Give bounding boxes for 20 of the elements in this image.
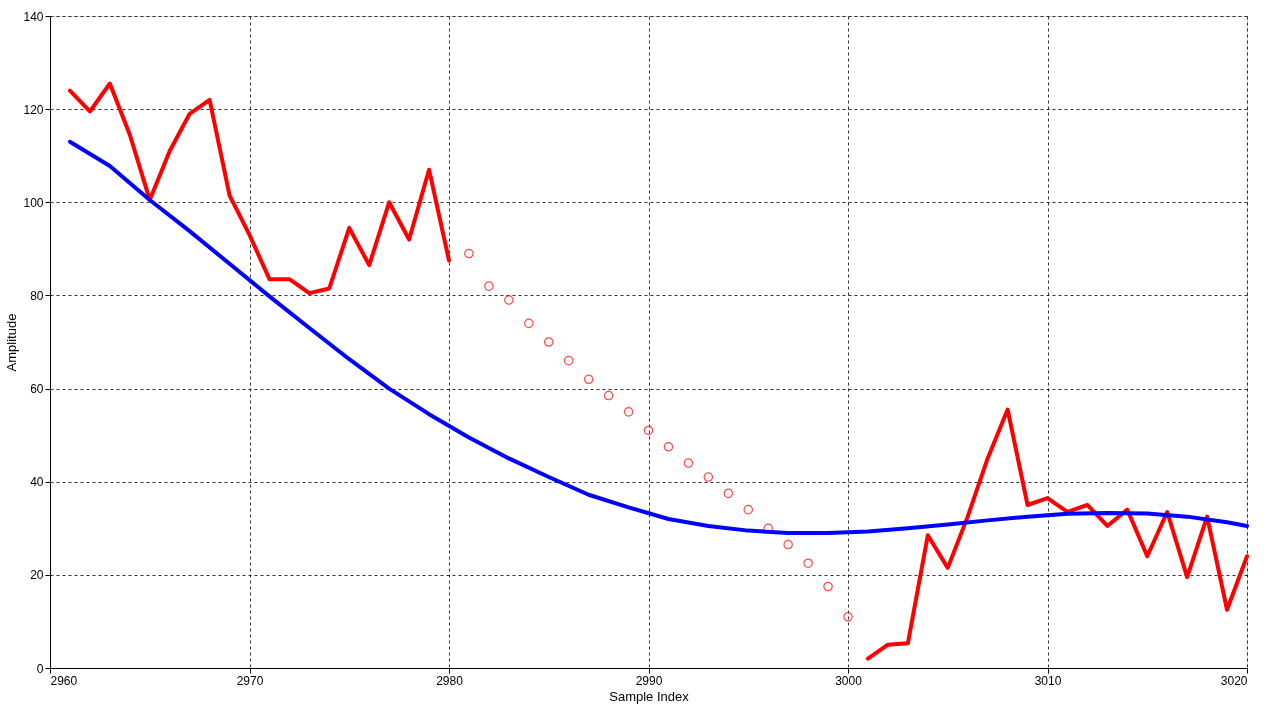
x-tick-label: 2960 [50,673,78,688]
x-tick-label: 3010 [1034,673,1062,688]
y-tick-label: 140 [23,9,44,24]
y-tick-label: 20 [30,568,44,583]
y-tick-label: 100 [23,195,44,210]
x-tick-label: 2970 [236,673,264,688]
y-tick-label: 80 [30,288,44,303]
y-tick-label: 40 [30,475,44,490]
line-series [67,139,1249,535]
y-axis-title: Amplitude [4,313,20,372]
x-axis-title: Sample Index [609,688,690,704]
x-tick-label: 3000 [835,673,863,688]
x-tick-label: 2990 [635,673,663,688]
y-tick-label: 60 [30,382,44,397]
line-series [865,407,1249,661]
x-tick-label: 3020 [1220,673,1248,688]
x-tick-label: 2980 [436,673,464,688]
y-tick-label: 0 [36,661,44,676]
line-series [67,81,451,296]
y-tick-label: 120 [23,102,44,117]
